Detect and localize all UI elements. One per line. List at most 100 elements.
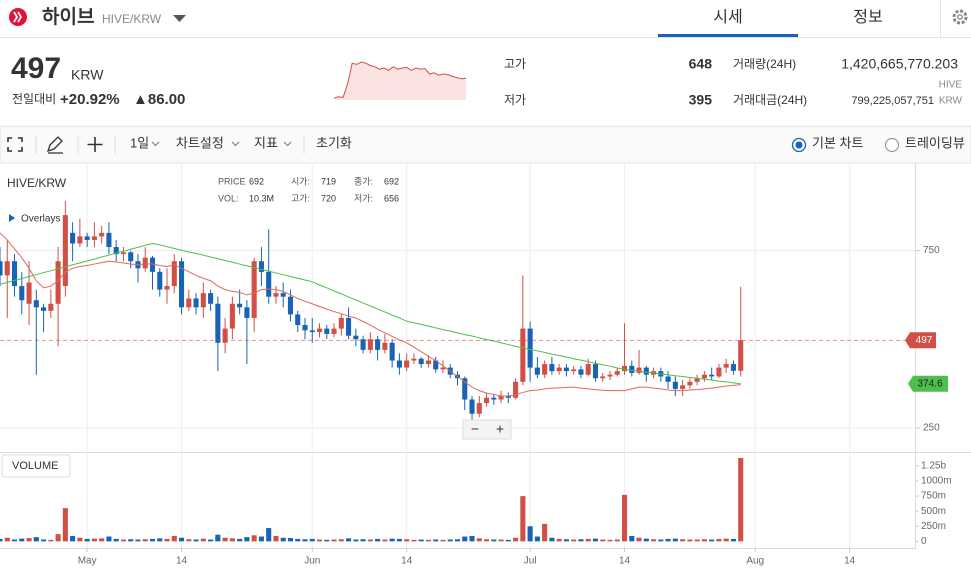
volume-tick-label: 1000m	[921, 476, 952, 487]
candle-body	[106, 232, 112, 248]
zoom-in[interactable]: +	[496, 421, 504, 437]
candle-body	[48, 303, 54, 311]
tab-price[interactable]: 시세	[713, 8, 742, 26]
legend-value: 10.3M	[249, 193, 274, 203]
sparkline-line	[333, 61, 467, 99]
tab-info[interactable]: 정보	[853, 8, 882, 26]
tradingview[interactable]: 트레이딩뷰	[905, 135, 965, 150]
crosshair-icon[interactable]	[87, 137, 103, 152]
candle-body	[324, 328, 330, 334]
draw-icon[interactable]	[46, 136, 63, 154]
toolbar-bg	[0, 125, 971, 164]
candle-body	[171, 261, 177, 287]
candle-body	[701, 374, 707, 379]
candle-body	[229, 303, 235, 329]
candle-body	[665, 376, 671, 382]
y-tick-label: 250	[923, 423, 940, 434]
volume-value: 1,420,665,770.203	[841, 56, 958, 72]
candle-body	[563, 367, 569, 372]
coin-name: 하이브	[42, 6, 94, 28]
candle-body	[462, 378, 468, 400]
overlay: HIVE/KRW Overlays VOLUME − + May 14 Jun 14 J…	[1, 176, 952, 567]
volume-unit: HIVE	[939, 80, 963, 91]
x-tick-label: May	[78, 556, 97, 567]
candle-body	[244, 307, 250, 318]
candle-body	[578, 369, 584, 375]
header: 하이브 HIVE/KRW 시세 정보	[0, 0, 971, 38]
candle-body	[425, 360, 431, 365]
turnover-label: 거래대금(24H)	[733, 93, 807, 107]
indicators[interactable]: 지표	[254, 135, 278, 150]
candle-body	[179, 261, 185, 308]
volume-tick-label: 500m	[921, 506, 946, 517]
price-marker-box	[905, 332, 936, 349]
candle-body	[295, 314, 301, 326]
candle-body	[302, 325, 308, 331]
candle-body	[505, 395, 511, 398]
candle-body	[62, 215, 68, 287]
turnover-value: 799,225,057,751	[851, 95, 934, 107]
legend-value: 719	[321, 176, 336, 186]
radio[interactable]	[884, 137, 900, 153]
price-currency: KRW	[71, 67, 104, 83]
candle-body	[636, 367, 642, 373]
candle-body	[571, 369, 577, 372]
volume-tick-label: 750m	[921, 491, 946, 502]
candle-body	[128, 252, 134, 262]
x-tick-label: Jun	[304, 556, 320, 567]
candle-body	[33, 300, 39, 308]
candle-body	[4, 261, 10, 276]
zoom-box	[462, 419, 512, 440]
candle-body	[193, 298, 199, 308]
candle-body	[672, 381, 678, 389]
candle-body	[360, 339, 366, 350]
turnover-unit: KRW	[939, 96, 963, 107]
candle-body	[621, 365, 628, 372]
ma-marker-box	[908, 375, 948, 392]
settings-gear[interactable]	[952, 9, 968, 25]
candle-body	[157, 271, 163, 290]
candle-body	[41, 307, 47, 311]
candle-body	[498, 395, 504, 400]
candle-body	[316, 328, 323, 333]
radio-dot	[795, 141, 803, 149]
legend-value: 720	[321, 193, 336, 203]
chart-settings[interactable]: 차트설정	[176, 135, 224, 150]
dropdown-arrow[interactable]	[173, 15, 186, 22]
reset[interactable]: 초기화	[316, 135, 352, 150]
candle-body	[433, 360, 439, 370]
overlays-arrow[interactable]	[9, 214, 15, 222]
chart-frame	[0, 163, 971, 549]
overlays-label[interactable]: Overlays	[21, 214, 60, 225]
candle-body	[542, 364, 548, 375]
chevron	[231, 141, 240, 147]
candle-body	[120, 252, 126, 255]
fullscreen-icon[interactable]	[7, 137, 23, 152]
candle-body	[534, 367, 540, 375]
basic-chart[interactable]: 기본 차트	[812, 135, 863, 150]
plot	[0, 200, 915, 542]
x-tick-label: 14	[844, 556, 856, 567]
candle-body	[19, 286, 25, 301]
legend-value: 692	[249, 176, 264, 186]
candle-body	[273, 293, 279, 297]
legend-key: 저가:	[354, 193, 373, 203]
candle-body	[215, 303, 221, 343]
candle-body	[258, 261, 264, 272]
zoom-out[interactable]: −	[471, 421, 479, 437]
candle-body	[186, 298, 192, 308]
interval[interactable]: 1일	[130, 135, 149, 150]
candle-body	[629, 365, 635, 373]
price-marker-label: 497	[916, 335, 933, 346]
candle-body	[592, 364, 599, 379]
candle-body	[418, 358, 424, 365]
candle-body	[113, 247, 119, 255]
candle-body	[346, 317, 352, 336]
candle-body	[382, 342, 388, 350]
candle-body	[77, 236, 83, 244]
legend-key: PRICE	[218, 176, 246, 186]
candle-body	[723, 364, 729, 368]
legend-value: 656	[384, 193, 399, 203]
candle-body	[375, 339, 381, 350]
candle-body	[643, 367, 649, 375]
